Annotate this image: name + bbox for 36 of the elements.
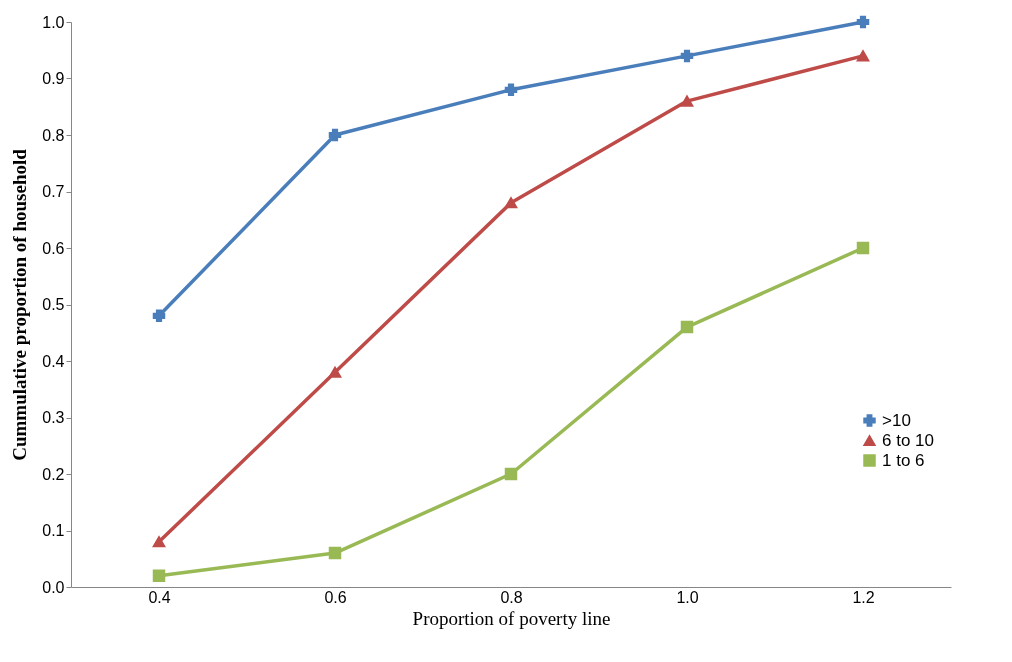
x-tick-label: 1.0 (676, 588, 699, 606)
y-tick-label: 1.0 (42, 13, 65, 31)
y-axis-title: Cummulative proportion of household (9, 148, 31, 461)
point (680, 49, 694, 63)
point (328, 546, 342, 560)
point (680, 95, 694, 107)
legend-label: >10 (882, 410, 911, 430)
x-tick-label: 0.6 (324, 588, 347, 606)
y-tick-label: 0.7 (42, 183, 65, 200)
x-tick-label: 0.4 (148, 588, 171, 606)
point (152, 569, 166, 582)
legend-label: 1 to 6 (882, 450, 925, 470)
point (328, 128, 342, 142)
point (856, 50, 870, 62)
point (680, 320, 694, 334)
y-tick-label: 0.8 (42, 126, 65, 144)
y-tick-label: 0.0 (42, 578, 65, 596)
point (504, 197, 518, 209)
x-tick-label: 0.8 (500, 588, 523, 606)
y-tick-label: 0.4 (42, 352, 65, 370)
legend-label: 6 to 10 (882, 430, 934, 450)
x-axis-title: Proportion of poverty line (412, 607, 611, 629)
y-tick-label: 0.6 (42, 239, 65, 257)
point (856, 241, 870, 255)
point (504, 83, 518, 97)
point (152, 536, 166, 548)
x-tick-label: 1.2 (852, 588, 875, 606)
y-tick-label: 0.2 (42, 465, 65, 483)
point (856, 15, 870, 29)
y-tick-label: 0.5 (42, 296, 65, 313)
point (152, 309, 166, 323)
point (504, 467, 518, 481)
y-tick-label: 0.1 (42, 522, 65, 539)
point (328, 366, 342, 378)
y-tick-label: 0.3 (42, 409, 65, 426)
y-tick-label: 0.9 (42, 70, 65, 87)
